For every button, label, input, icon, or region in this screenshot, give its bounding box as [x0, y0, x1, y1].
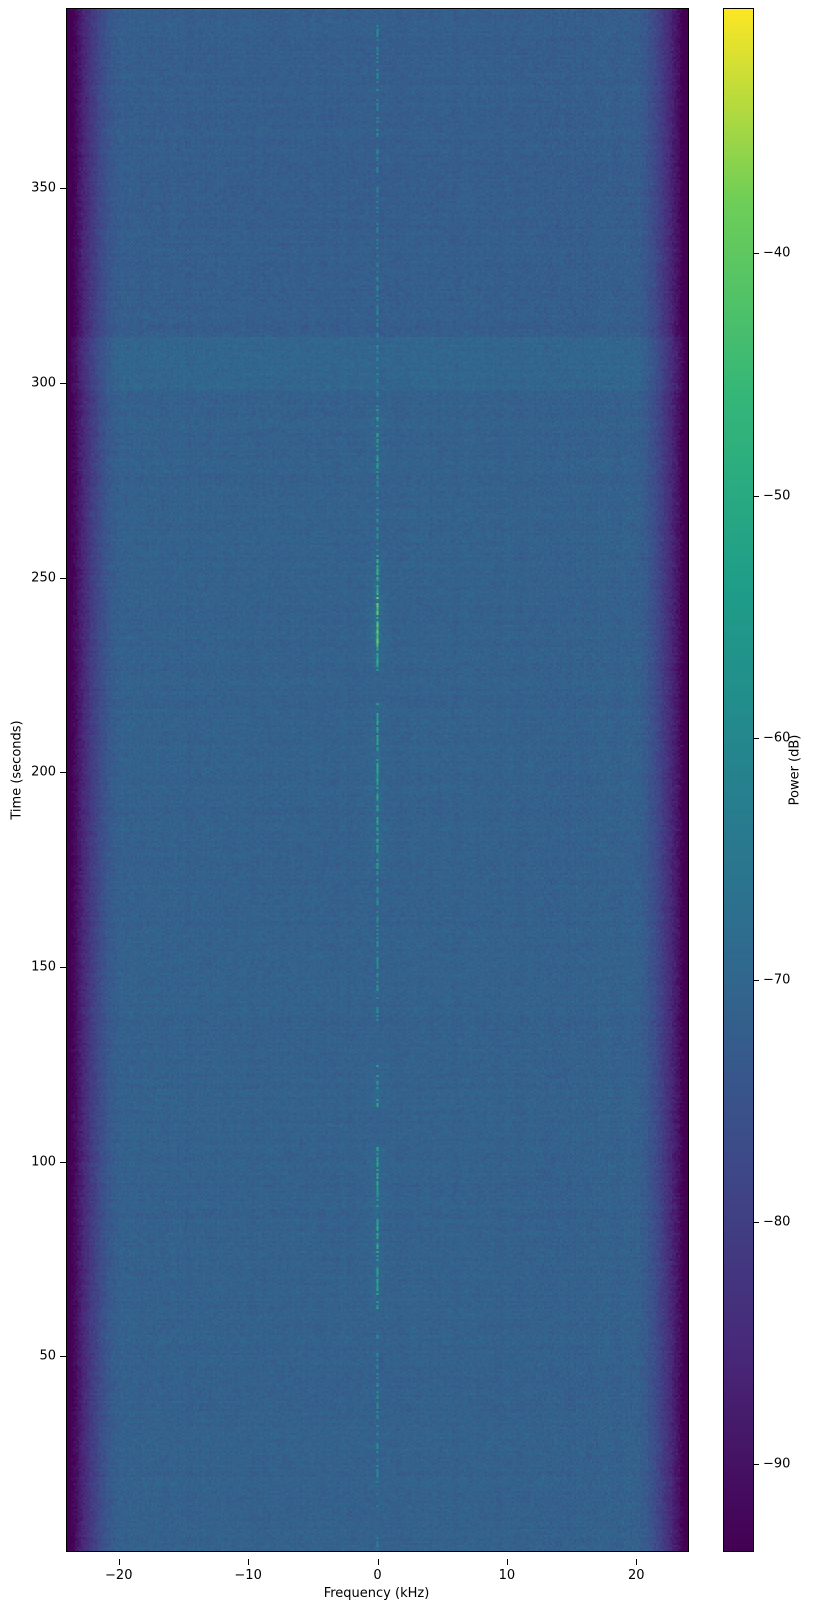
colorbar-tick-label: −90: [763, 1456, 791, 1472]
colorbar-tick: [753, 979, 759, 981]
y-tick-label: 150: [31, 959, 56, 975]
y-tick: [60, 382, 66, 384]
colorbar-canvas: [724, 9, 753, 1551]
colorbar: [723, 8, 754, 1552]
x-tick: [118, 1559, 120, 1565]
colorbar-tick: [753, 737, 759, 739]
plot-area: [66, 8, 689, 1552]
y-tick-label: 350: [31, 180, 56, 196]
y-tick: [60, 188, 66, 190]
x-axis-label: Frequency (kHz): [323, 1586, 430, 1601]
x-tick: [506, 1559, 508, 1565]
spectrogram-canvas: [67, 9, 688, 1551]
colorbar-tick-label: −70: [763, 972, 791, 988]
colorbar-tick: [753, 1221, 759, 1223]
colorbar-axis-label: Power (dB): [787, 734, 803, 806]
y-tick-label: 250: [31, 570, 56, 585]
colorbar-tick-label: −50: [763, 488, 791, 504]
y-tick-label: 100: [31, 1154, 56, 1170]
y-tick: [60, 1161, 66, 1163]
y-tick-label: 50: [39, 1348, 56, 1364]
x-tick: [248, 1559, 250, 1565]
x-tick: [377, 1559, 379, 1565]
colorbar-tick-label: −40: [763, 245, 791, 261]
y-tick: [60, 772, 66, 774]
colorbar-tick-label: −60: [763, 730, 791, 746]
y-tick: [60, 577, 66, 579]
y-tick-label: 200: [31, 764, 56, 780]
y-tick: [60, 1356, 66, 1358]
colorbar-tick: [753, 253, 759, 255]
x-tick-label: −20: [105, 1568, 133, 1583]
x-tick: [636, 1559, 638, 1565]
colorbar-tick: [753, 1463, 759, 1465]
colorbar-tick-label: −80: [763, 1214, 791, 1230]
x-tick-label: 10: [498, 1568, 516, 1583]
y-tick: [60, 966, 66, 968]
x-tick-label: −10: [234, 1568, 262, 1583]
colorbar-tick: [753, 495, 759, 497]
y-tick-label: 300: [31, 375, 56, 391]
x-tick-label: 0: [373, 1568, 382, 1583]
x-tick-label: 20: [627, 1568, 645, 1583]
